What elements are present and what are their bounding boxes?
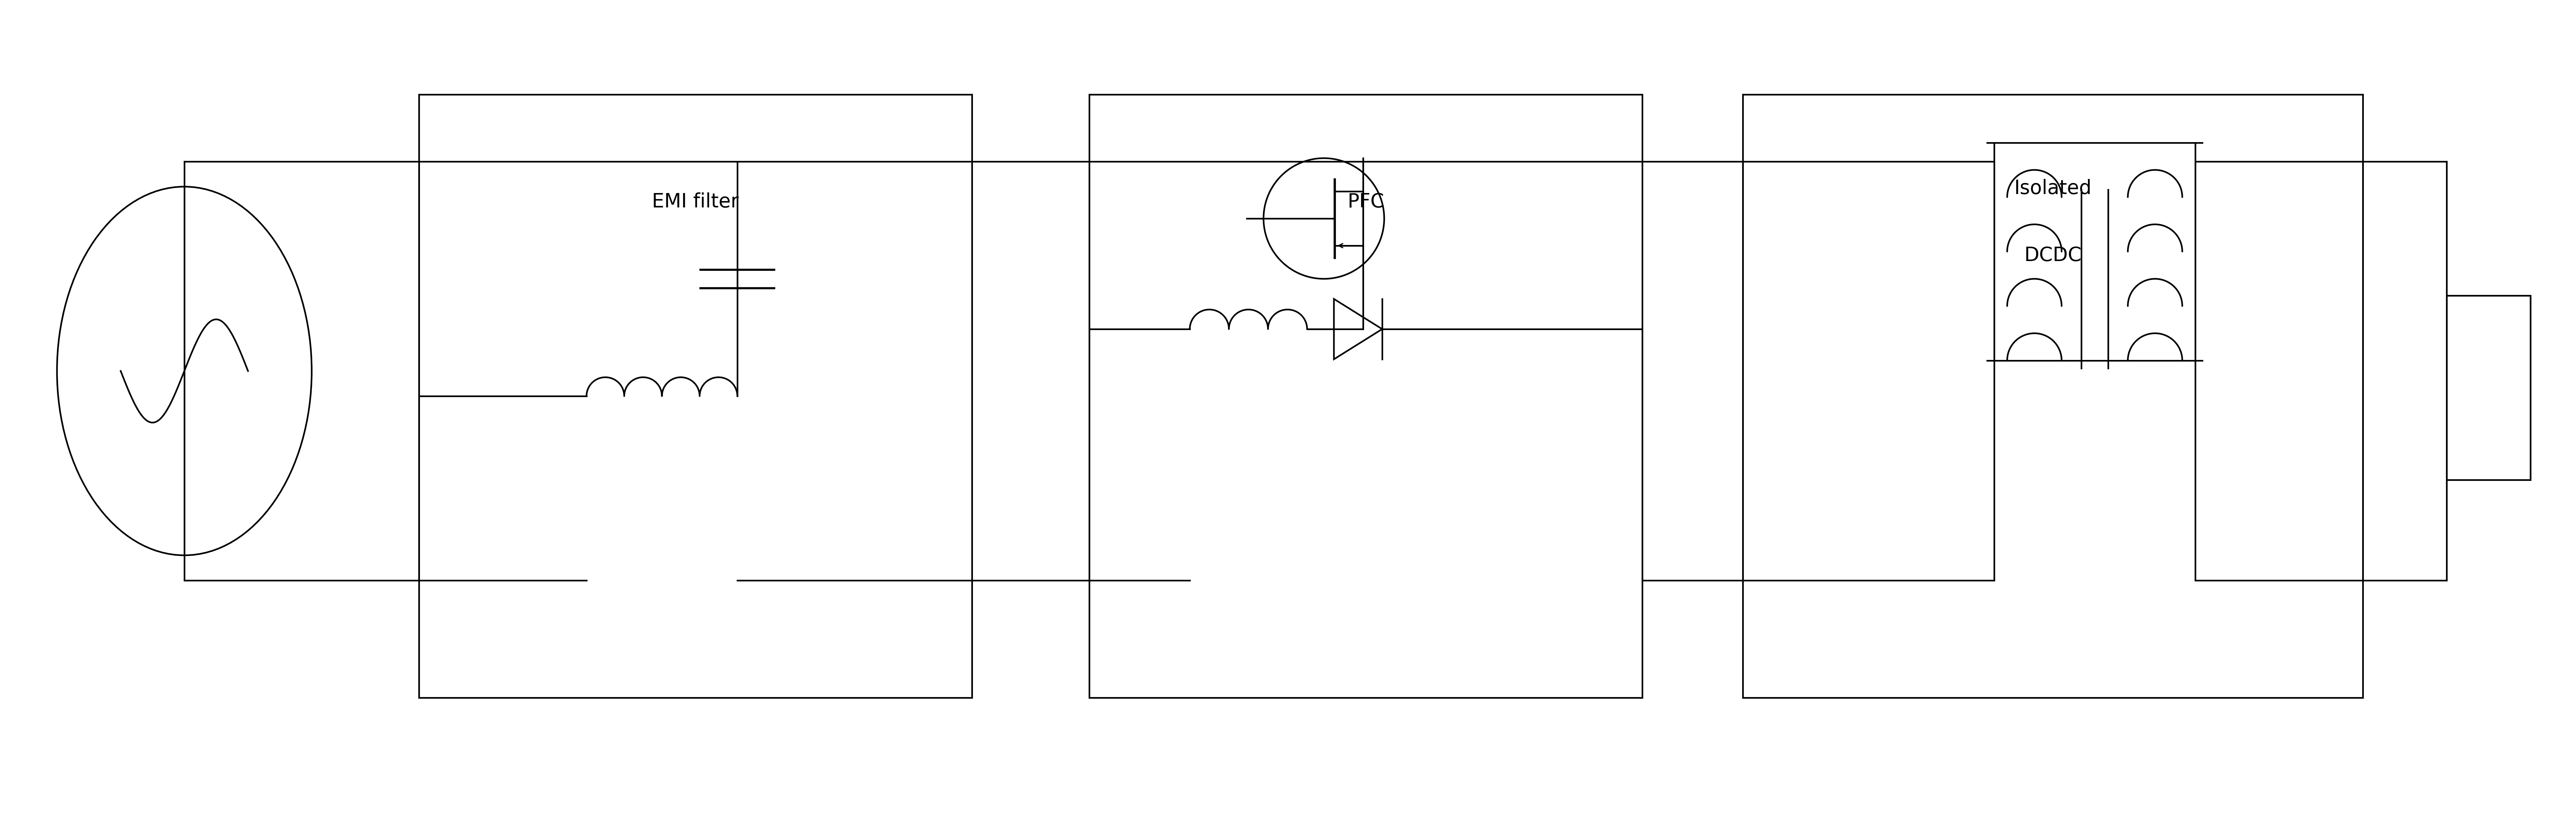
Text: PFC: PFC [1347, 192, 1383, 211]
Bar [2447, 296, 2530, 480]
Text: Isolated: Isolated [2014, 178, 2092, 198]
Bar [420, 95, 971, 698]
Text: DCDC: DCDC [2025, 246, 2081, 265]
Bar [1090, 95, 1643, 698]
Bar [1744, 95, 2362, 698]
Text: EMI filter: EMI filter [652, 192, 739, 211]
